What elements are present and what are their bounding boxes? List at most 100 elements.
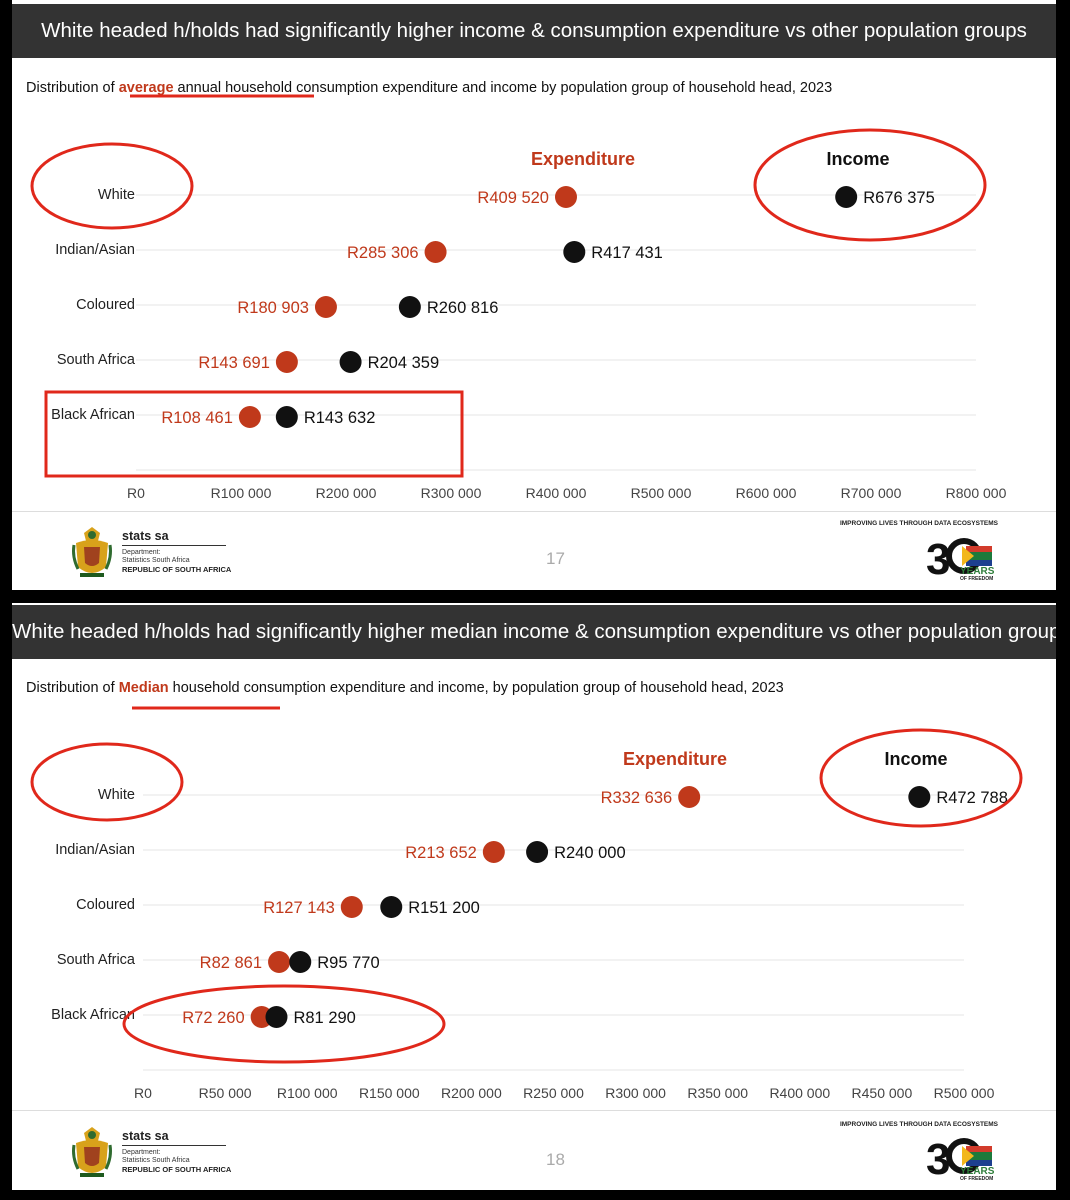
income-point	[563, 241, 586, 263]
subtitle-pre: Distribution of	[26, 80, 119, 96]
income-label: R143 632	[304, 409, 376, 427]
subtitle-highlight: Median	[118, 680, 169, 696]
slide-median: White headed h/holds had significantly h…	[12, 603, 1056, 1190]
org-rule	[122, 545, 226, 546]
expenditure-point	[678, 786, 701, 808]
expenditure-label: R332 636	[601, 789, 673, 807]
expenditure-label: R213 652	[405, 844, 477, 862]
footer-divider	[12, 1110, 1056, 1111]
income-label: R260 816	[427, 299, 499, 317]
x-tick-label: R500 000	[631, 485, 692, 501]
expenditure-label: R143 691	[198, 354, 270, 372]
expenditure-label: R409 520	[477, 189, 549, 207]
expenditure-label: R82 861	[200, 954, 262, 972]
subtitle-post: annual household consumption expenditure…	[173, 80, 833, 96]
expenditure-point	[268, 951, 291, 973]
page-number: 18	[546, 1150, 565, 1169]
30-years-icon: 3	[926, 535, 992, 584]
annotation-ellipse	[122, 984, 446, 1064]
income-point	[908, 786, 931, 808]
x-tick-label: R800 000	[946, 485, 1007, 501]
30-years-icon: 3	[926, 1135, 992, 1184]
x-tick-label: R200 000	[316, 485, 377, 501]
coat-of-arms-icon	[72, 527, 112, 577]
x-tick-label: R400 000	[526, 485, 587, 501]
chart-subtitle: Distribution of Median household consump…	[26, 680, 784, 696]
category-label: Black African	[51, 1007, 135, 1023]
x-tick-label: R400 000	[769, 1085, 830, 1101]
org-name: stats sa	[122, 1129, 169, 1143]
income-point	[275, 406, 298, 428]
org-country: REPUBLIC OF SOUTH AFRICA	[122, 565, 232, 574]
income-label: R95 770	[317, 954, 379, 972]
x-tick-label: R300 000	[605, 1085, 666, 1101]
annotation-ellipse	[753, 128, 987, 242]
30-years-badge: 3 YEARS OF FREEDOM	[926, 532, 996, 584]
subtitle-pre: Distribution of	[26, 680, 119, 696]
income-point	[289, 951, 312, 973]
income-point	[398, 296, 421, 318]
tagline: IMPROVING LIVES THROUGH DATA ECOSYSTEMS	[839, 520, 998, 527]
income-label: R417 431	[591, 244, 663, 262]
badge-years: YEARS	[960, 1166, 995, 1177]
x-tick-label: R150 000	[359, 1085, 420, 1101]
category-label: Coloured	[76, 897, 135, 913]
expenditure-point	[424, 241, 447, 263]
legend-expenditure: Expenditure	[531, 149, 635, 169]
subtitle-post: household consumption expenditure and in…	[168, 680, 784, 696]
category-label: White	[98, 187, 135, 203]
annotation-box	[44, 390, 464, 478]
x-tick-label: R700 000	[841, 485, 902, 501]
income-label: R81 290	[293, 1009, 355, 1027]
x-tick-label: R250 000	[523, 1085, 584, 1101]
expenditure-label: R108 461	[161, 409, 233, 427]
stats-sa-logo: stats sa Department: Statistics South Afr…	[70, 523, 240, 583]
expenditure-point	[554, 186, 577, 208]
30-years-badge: 3 YEARS OF FREEDOM	[926, 1132, 996, 1184]
expenditure-point	[314, 296, 337, 318]
income-point	[835, 186, 858, 208]
expenditure-label: R285 306	[347, 244, 419, 262]
income-point	[339, 351, 362, 373]
expenditure-point	[275, 351, 298, 373]
expenditure-point	[340, 896, 363, 918]
org-department: Department: Statistics South Africa	[122, 1149, 190, 1164]
chart-average: White Indian/Asian Coloured South Africa Bla…	[30, 94, 1007, 501]
stats-sa-logo: stats sa Department: Statistics South Afr…	[70, 1123, 240, 1183]
income-label: R472 788	[936, 789, 1008, 807]
income-point	[526, 841, 549, 863]
tagline: IMPROVING LIVES THROUGH DATA ECOSYSTEMS	[839, 1121, 998, 1128]
category-label: Coloured	[76, 297, 135, 313]
page-number: 17	[546, 549, 565, 568]
subtitle-highlight: average	[118, 80, 174, 96]
annotation-ellipse	[30, 142, 194, 230]
badge-freedom: OF FREEDOM	[960, 576, 994, 582]
expenditure-label: R127 143	[263, 899, 335, 917]
legend-expenditure: Expenditure	[623, 749, 727, 769]
income-label: R676 375	[863, 189, 935, 207]
badge-freedom: OF FREEDOM	[960, 1176, 994, 1182]
org-department: Department: Statistics South Africa	[122, 549, 190, 564]
expenditure-label: R180 903	[237, 299, 309, 317]
category-label: White	[98, 787, 135, 803]
income-label: R204 359	[368, 354, 440, 372]
slide-title: White headed h/holds had significantly h…	[12, 4, 1056, 58]
slide-average: White headed h/holds had significantly h…	[12, 0, 1056, 590]
x-tick-label: R500 000	[934, 1085, 995, 1101]
x-tick-label: R600 000	[736, 485, 797, 501]
income-point	[380, 896, 403, 918]
badge-years: YEARS	[960, 566, 995, 577]
annotation-ellipse	[819, 728, 1023, 828]
x-tick-label: R100 000	[277, 1085, 338, 1101]
income-label: R240 000	[554, 844, 626, 862]
x-tick-label: R350 000	[687, 1085, 748, 1101]
expenditure-label: R72 260	[182, 1009, 244, 1027]
chart-median: White Indian/Asian Coloured South Africa Bla…	[30, 706, 1023, 1101]
x-tick-label: R100 000	[211, 485, 272, 501]
x-tick-label: R0	[134, 1085, 152, 1101]
slide-title: White headed h/holds had significantly h…	[12, 605, 1056, 659]
coat-of-arms-icon	[72, 1127, 112, 1177]
income-point	[265, 1006, 288, 1028]
income-label: R151 200	[408, 899, 480, 917]
category-label: South Africa	[57, 952, 136, 968]
